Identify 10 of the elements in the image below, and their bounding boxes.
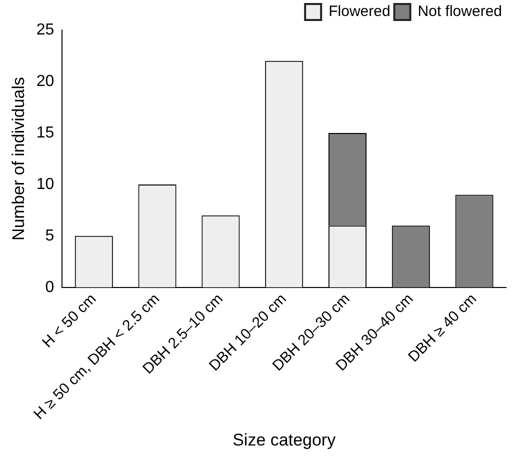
y-axis-title: Number of individuals [8,76,28,240]
legend-label: Not flowered [418,3,502,20]
y-tick-label: 5 [45,227,54,244]
y-tick-label: 10 [36,176,54,193]
y-tick-label: 0 [45,278,54,296]
legend-label: Flowered [328,3,390,20]
y-tick-label: 15 [36,124,54,142]
x-axis-title: Size category [232,430,336,450]
y-tick-label: 25 [36,21,54,38]
y-tick-label: 20 [36,72,54,90]
